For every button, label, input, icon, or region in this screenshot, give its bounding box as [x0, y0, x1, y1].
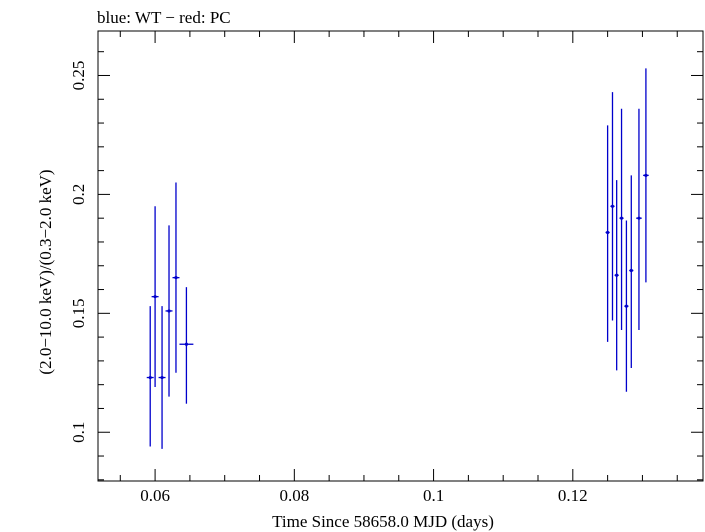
data-point: [179, 287, 194, 404]
y-axis-label: (2.0−10.0 keV)/(0.3−2.0 keV): [36, 169, 55, 374]
data-point: [605, 125, 610, 342]
data-point: [151, 206, 159, 388]
data-point: [636, 108, 642, 330]
y-tick-label: 0.15: [69, 298, 88, 328]
data-point: [146, 306, 154, 447]
y-tick-label: 0.1: [69, 422, 88, 443]
point-marker: [624, 304, 629, 308]
data-point: [614, 180, 619, 371]
data-point: [610, 92, 615, 321]
point-marker: [615, 273, 619, 277]
point-marker: [167, 309, 171, 313]
point-marker: [619, 216, 624, 220]
data-point: [165, 225, 173, 397]
point-marker: [610, 204, 615, 208]
x-tick-label: 0.08: [279, 486, 309, 505]
chart-title: blue: WT − red: PC: [97, 8, 231, 27]
point-marker: [160, 375, 164, 380]
point-marker: [174, 276, 178, 280]
y-tick-label: 0.2: [69, 184, 88, 205]
x-tick-label: 0.12: [558, 486, 588, 505]
point-marker: [606, 230, 610, 235]
point-marker: [644, 173, 648, 177]
x-axis-label: Time Since 58658.0 MJD (days): [272, 512, 494, 531]
point-marker: [629, 268, 633, 273]
data-point: [619, 108, 624, 330]
x-tick-label: 0.1: [423, 486, 444, 505]
x-tick-label: 0.06: [140, 486, 170, 505]
point-marker: [637, 216, 641, 220]
point-marker: [148, 375, 152, 380]
data-point: [172, 182, 180, 373]
point-marker: [184, 342, 189, 346]
y-tick-label: 0.25: [69, 61, 88, 91]
data-point: [624, 220, 629, 392]
data-point: [629, 175, 634, 369]
axes: 0.06 0.08 0.1 0.12 0.1 0.15 0.2 0.25: [69, 31, 703, 505]
data-point: [643, 68, 649, 283]
point-marker: [153, 295, 157, 299]
data-marks: [146, 68, 649, 449]
plot-frame: [97, 30, 704, 482]
data-point: [158, 306, 166, 449]
